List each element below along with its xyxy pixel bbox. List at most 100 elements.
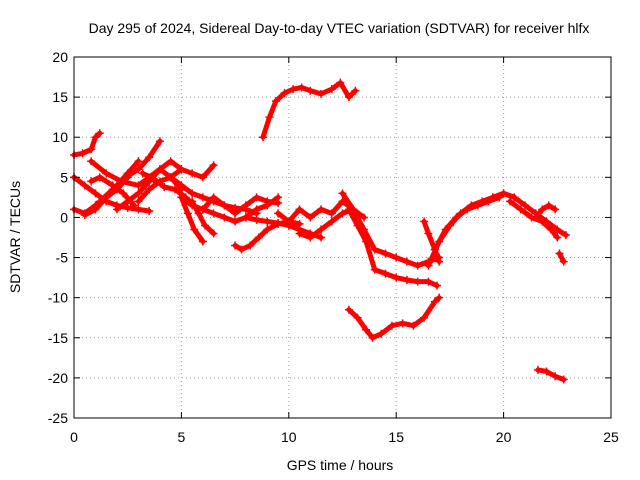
data-point [289, 85, 298, 94]
data-point [561, 231, 570, 240]
data-point [87, 157, 96, 166]
data-point [327, 217, 336, 226]
data-point [546, 225, 555, 234]
data-point [274, 193, 283, 202]
data-point [424, 277, 433, 286]
y-axis-ticks: -25 -20 -15 -10 -5 0 5 10 15 20 [48, 49, 611, 426]
data-point [353, 221, 362, 230]
data-point [134, 205, 143, 214]
data-point [87, 145, 96, 154]
series-arc-8 [112, 157, 186, 214]
data-point [280, 89, 289, 98]
data-point [531, 213, 540, 222]
series-arc-29 [531, 201, 560, 222]
data-point [441, 225, 450, 234]
data-point [198, 205, 207, 214]
data-point [145, 207, 154, 216]
series-line [97, 138, 163, 204]
data-point [188, 197, 197, 206]
data-point [252, 205, 261, 214]
data-point [317, 233, 326, 242]
data-point [435, 257, 444, 266]
data-point [241, 213, 250, 222]
data-point [420, 217, 429, 226]
y-tick-label: -25 [48, 410, 68, 426]
data-point [359, 213, 368, 222]
data-point [166, 173, 175, 182]
x-tick-label: 25 [603, 429, 619, 445]
data-point [95, 129, 104, 138]
data-point [231, 209, 240, 218]
data-point [170, 185, 179, 194]
data-point [183, 209, 192, 218]
data-point [177, 193, 186, 202]
y-tick-label: -20 [48, 370, 68, 386]
series-line [275, 198, 356, 224]
chart-title: Day 295 of 2024, Sidereal Day-to-day VTE… [89, 20, 590, 36]
x-tick-label: 5 [178, 429, 186, 445]
data-point [155, 165, 164, 174]
series-arc-7 [95, 137, 164, 206]
data-point [112, 205, 121, 214]
series-line [533, 202, 558, 220]
data-point [544, 201, 553, 210]
data-point [553, 233, 562, 242]
data-point [344, 205, 353, 214]
data-point [145, 153, 154, 162]
data-point [209, 161, 218, 170]
data-point [362, 237, 371, 246]
data-point [263, 201, 272, 210]
data-point [430, 245, 439, 254]
series-line [260, 80, 358, 140]
data-point [362, 325, 371, 334]
data-point [198, 237, 207, 246]
data-point [145, 185, 154, 194]
data-point [188, 169, 197, 178]
data-point [317, 89, 326, 98]
data-point [559, 375, 568, 384]
data-point [370, 245, 379, 254]
data-point [413, 277, 422, 286]
series-line [189, 198, 217, 236]
data-point [398, 319, 407, 328]
data-point [327, 85, 336, 94]
data-point [220, 213, 229, 222]
data-point [420, 313, 429, 322]
x-tick-label: 15 [388, 429, 404, 445]
data-point [306, 86, 315, 95]
y-tick-label: -15 [48, 330, 68, 346]
data-point [231, 217, 240, 226]
data-point [87, 177, 96, 186]
data-point [209, 193, 218, 202]
series-line [178, 194, 206, 244]
series-arc-15 [188, 197, 218, 238]
data-point [95, 197, 104, 206]
data-point [538, 217, 547, 226]
data-point [190, 225, 199, 234]
data-point [252, 215, 261, 224]
data-point [463, 205, 472, 214]
x-tick-label: 0 [70, 429, 78, 445]
series-arc-17 [241, 213, 326, 242]
data-point [510, 193, 519, 202]
data-point [134, 165, 143, 174]
data-point [424, 229, 433, 238]
data-point [306, 233, 315, 242]
data-point [198, 173, 207, 182]
data-point [259, 133, 268, 142]
data-point [123, 197, 132, 206]
data-point [430, 297, 439, 306]
series-arc-1 [70, 129, 104, 159]
data-point [381, 269, 390, 278]
data-point [392, 253, 401, 262]
data-point [121, 173, 130, 182]
data-point [177, 165, 186, 174]
data-point [473, 201, 482, 210]
data-series [70, 78, 570, 384]
data-point [134, 189, 143, 198]
data-point [237, 245, 246, 254]
x-axis-ticks: 0 5 10 15 20 25 [70, 57, 619, 445]
data-point [263, 217, 272, 226]
data-point [252, 193, 261, 202]
